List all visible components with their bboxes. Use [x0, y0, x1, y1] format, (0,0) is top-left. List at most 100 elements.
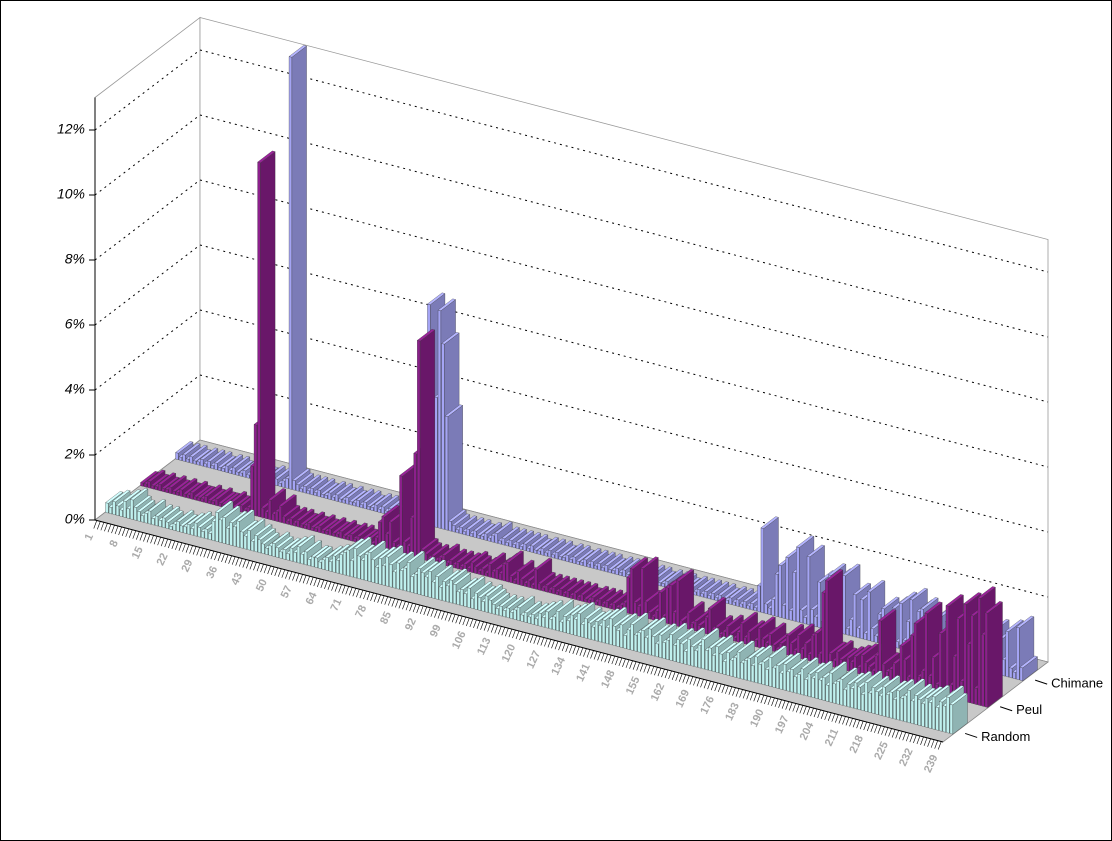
x-tick [913, 734, 917, 744]
bar-front [786, 671, 790, 692]
bar-top [427, 292, 446, 305]
bar-front [676, 580, 680, 627]
x-tick [363, 590, 367, 600]
bar-top [867, 580, 886, 593]
x-tick [455, 615, 459, 624]
bar-front [421, 572, 425, 596]
x-tick [118, 526, 122, 536]
bar-front [516, 570, 520, 586]
bar-front [399, 569, 403, 591]
bar-front [253, 424, 258, 517]
bar-front [846, 683, 851, 708]
bar-front [296, 519, 300, 528]
x-tick [643, 664, 648, 673]
bar-front [634, 634, 638, 652]
x-tick [356, 589, 360, 598]
bar-top [516, 559, 535, 573]
bar-top [576, 549, 595, 562]
bar-front [410, 517, 414, 558]
bar-front [658, 634, 662, 659]
x-tick [444, 612, 449, 621]
bar-front [410, 575, 414, 594]
bar-front [339, 531, 343, 539]
bar-top [515, 530, 534, 543]
x-tick [742, 690, 747, 699]
bar-side [987, 601, 1003, 708]
bar-front [495, 568, 499, 580]
x-tick [881, 726, 885, 735]
bar-top [214, 487, 233, 500]
grid-line [199, 244, 1049, 468]
x-tick [526, 633, 530, 642]
bar-front [264, 511, 268, 520]
x-tick [675, 672, 679, 681]
bar-front [622, 569, 626, 578]
bar-front [648, 628, 652, 656]
bar-front [548, 618, 553, 630]
bar-top [309, 476, 329, 489]
x-tick [476, 620, 481, 629]
x-tick-label: 50 [254, 577, 270, 593]
x-tick [611, 655, 616, 665]
bar-top [303, 540, 323, 553]
x-tick [104, 523, 108, 532]
bar-front [594, 620, 599, 642]
bar-top [501, 526, 520, 539]
bar-top [846, 646, 865, 659]
x-tick [111, 525, 115, 534]
bar-front [190, 527, 194, 536]
bar-side [447, 405, 463, 531]
x-tick [845, 717, 850, 726]
bar-top [629, 557, 649, 570]
bar-front [162, 517, 166, 529]
bar-front [754, 656, 758, 684]
x-tick [739, 689, 743, 698]
x-tick [175, 541, 179, 550]
x-tick [136, 531, 140, 540]
bar-front [604, 564, 608, 573]
grid-line [94, 309, 201, 391]
bar-top [534, 557, 553, 571]
bar-front [481, 600, 485, 612]
series-label: Peul [1016, 702, 1042, 717]
x-tick [771, 697, 775, 706]
x-tick [352, 588, 357, 597]
bar-front [662, 641, 666, 660]
bar-front [839, 678, 843, 706]
bar-front [537, 583, 541, 591]
bar-top [558, 577, 578, 590]
grid-line [94, 49, 201, 131]
bar-top [289, 506, 308, 520]
x-tick [235, 557, 239, 566]
bar-front [130, 499, 134, 520]
bar-front [711, 592, 715, 601]
x-tick [767, 696, 772, 706]
x-tick [788, 702, 793, 711]
bar-top [487, 552, 507, 565]
bar-top [896, 678, 915, 692]
bar-front [803, 616, 807, 625]
x-tick [380, 595, 385, 604]
bar-front [970, 615, 974, 704]
bar-top [179, 478, 198, 491]
bar-front [470, 598, 474, 609]
bar-front [332, 555, 336, 573]
bar-front [424, 576, 428, 597]
bar-front [765, 668, 769, 687]
bar-top [569, 603, 589, 616]
x-tick [157, 537, 161, 546]
bar-front [123, 500, 127, 518]
bar-top [345, 485, 364, 499]
bar-front [339, 553, 343, 575]
x-tick [756, 694, 761, 703]
x-tick [586, 649, 591, 658]
x-tick-label: 22 [155, 551, 171, 567]
bar-front [651, 635, 655, 657]
bar-top [112, 489, 131, 503]
bar-front [903, 695, 907, 723]
x-tick [153, 536, 158, 545]
bar-top [601, 608, 621, 621]
bar-front [463, 592, 467, 608]
x-tick-label: 43 [229, 571, 245, 587]
x-tick [561, 642, 566, 652]
